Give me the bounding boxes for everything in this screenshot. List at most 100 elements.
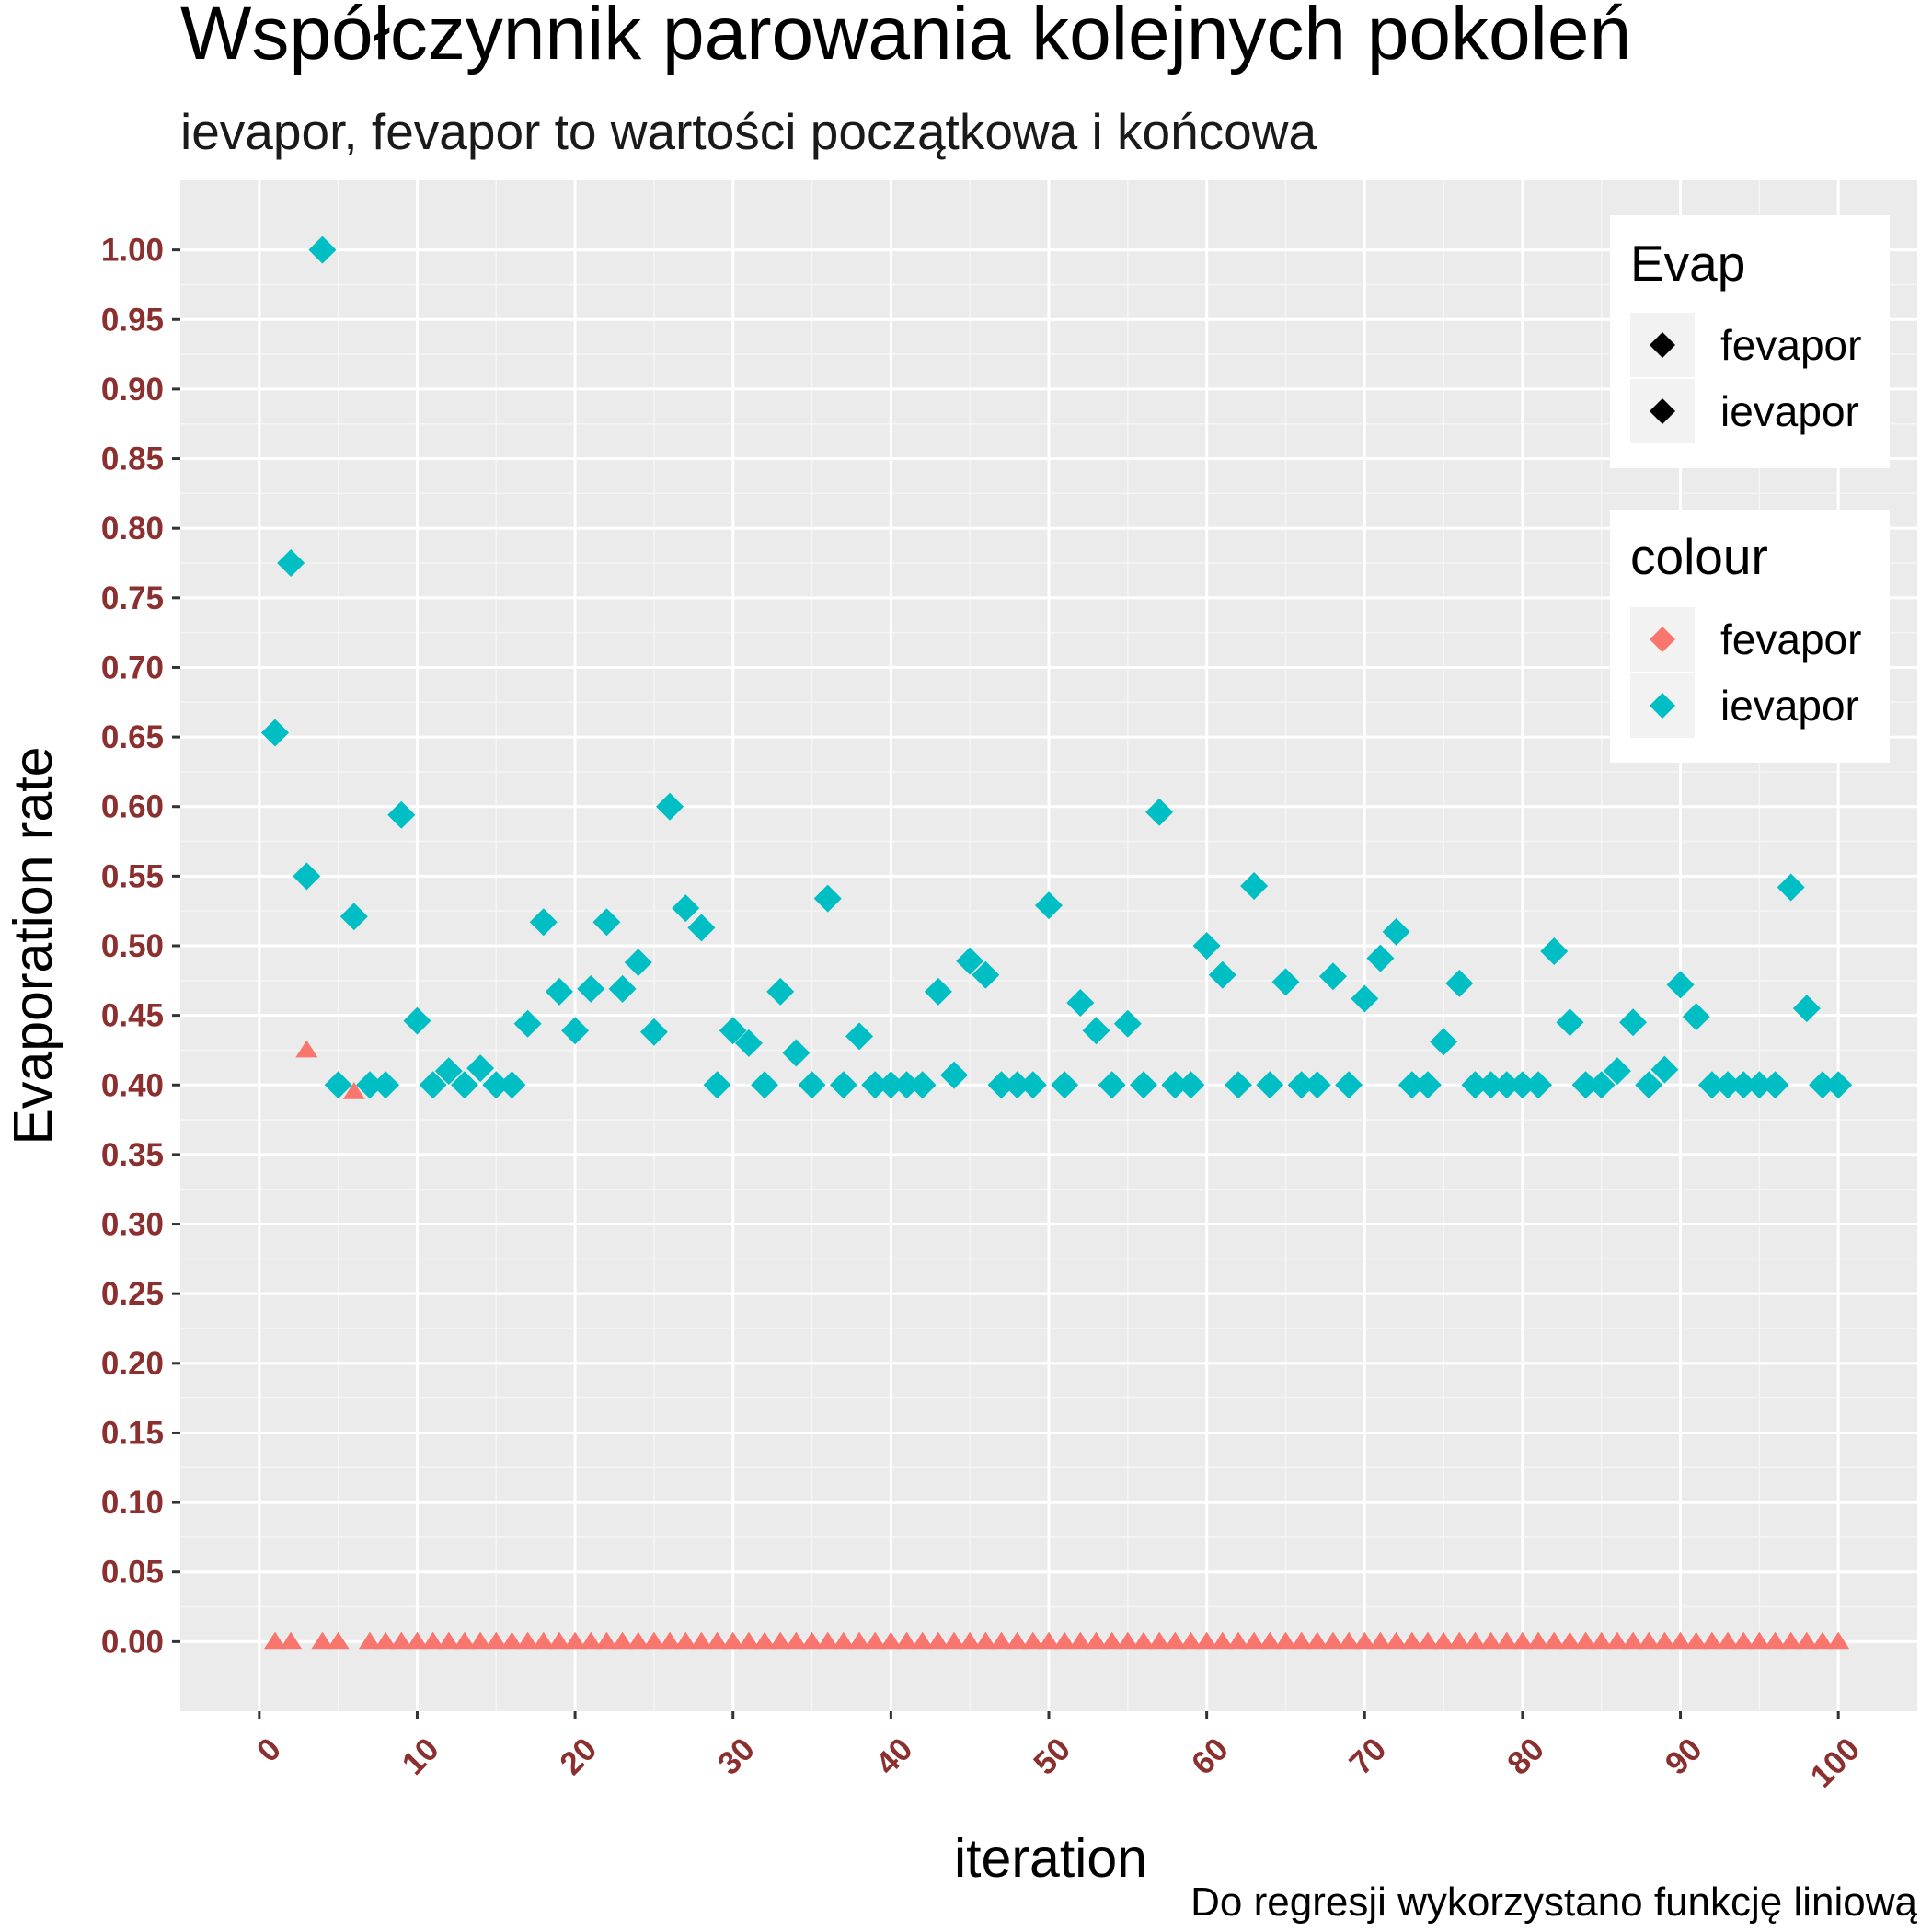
fevapor-point — [1259, 1631, 1282, 1650]
ievapor-point — [1303, 1071, 1331, 1099]
fevapor-point — [753, 1631, 776, 1650]
y-tick-label: 0.70 — [101, 650, 164, 685]
ievapor-point — [877, 1071, 905, 1099]
ievapor-point — [1208, 960, 1236, 989]
fevapor-point — [1622, 1631, 1645, 1650]
ievapor-point — [1366, 944, 1395, 972]
fevapor-point — [1353, 1631, 1376, 1650]
fevapor-point — [1605, 1631, 1628, 1650]
fevapor-point — [421, 1631, 444, 1650]
x-tick-label: 0 — [250, 1731, 288, 1769]
fevapor-point — [1779, 1631, 1802, 1650]
legend-colour-fevapor-key — [1650, 627, 1675, 652]
ievapor-point — [450, 1071, 478, 1099]
fevapor-point — [1590, 1631, 1613, 1650]
fevapor-point — [580, 1631, 603, 1650]
fevapor-point — [1558, 1631, 1581, 1650]
ievapor-point — [372, 1071, 400, 1099]
fevapor-point — [1574, 1631, 1597, 1650]
fevapor-point — [1827, 1631, 1850, 1650]
legend-evap-ievapor-label: ievapor — [1720, 387, 1859, 435]
ievapor-point — [1382, 917, 1410, 946]
chart-caption: Do regresji wykorzystano funkcję liniową — [1190, 1880, 1917, 1925]
y-tick-label: 0.85 — [101, 442, 164, 477]
y-tick-label: 0.90 — [101, 372, 164, 408]
fevapor-point — [1432, 1631, 1455, 1650]
ievapor-point — [1003, 1071, 1031, 1099]
y-tick-label: 0.60 — [101, 789, 164, 825]
legend-colour: colour fevapor ievapor — [1610, 510, 1890, 763]
ievapor-point — [1445, 969, 1474, 997]
ievapor-point — [861, 1071, 890, 1099]
fevapor-point — [911, 1631, 934, 1650]
ievapor-point — [387, 800, 416, 829]
fevapor-point — [1495, 1631, 1518, 1650]
fevapor-point — [1179, 1631, 1202, 1650]
fevapor-point — [500, 1631, 523, 1650]
fevapor-point — [1748, 1631, 1771, 1650]
ievapor-point — [592, 908, 621, 937]
ievapor-point — [956, 947, 984, 975]
fevapor-point — [880, 1631, 903, 1650]
chart-title: Współczynnik parowania kolejnych pokoleń — [180, 0, 1631, 75]
legend-colour-ievapor-key — [1650, 693, 1675, 719]
ievapor-point — [672, 894, 700, 923]
ievapor-point — [1413, 1071, 1442, 1099]
ievapor-point — [1524, 1071, 1553, 1099]
fevapor-point — [832, 1631, 855, 1650]
fevapor-point — [1148, 1631, 1171, 1650]
ievapor-point — [813, 884, 842, 913]
ievapor-point — [845, 1022, 874, 1051]
y-tick-label: 0.30 — [101, 1207, 164, 1243]
fevapor-point — [1164, 1631, 1187, 1650]
ievapor-point — [1224, 1071, 1252, 1099]
ievapor-point — [703, 1071, 731, 1099]
ievapor-point — [355, 1071, 384, 1099]
ievapor-point — [1098, 1071, 1126, 1099]
fevapor-point — [1448, 1631, 1471, 1650]
fevapor-point — [532, 1631, 555, 1650]
ievapor-point — [403, 1006, 431, 1035]
fevapor-point — [1038, 1631, 1060, 1650]
fevapor-point — [769, 1631, 792, 1650]
y-tick-label: 0.35 — [101, 1137, 164, 1173]
x-tick-label: 50 — [1027, 1731, 1077, 1782]
x-tick-label: 30 — [711, 1731, 762, 1782]
fevapor-point — [1274, 1631, 1297, 1650]
x-tick-label: 40 — [868, 1731, 919, 1782]
ievapor-point — [1397, 1071, 1426, 1099]
fevapor-point — [342, 1082, 365, 1099]
ievapor-point — [924, 977, 952, 1006]
fevapor-point — [1053, 1631, 1076, 1650]
ievapor-point — [434, 1057, 463, 1086]
y-axis-title: Evaporation rate — [3, 747, 63, 1145]
y-axis: 0.00 0.05 0.10 0.15 0.20 0.25 0.30 0.35 0.40 0.45… — [101, 233, 180, 1660]
legend-colour-ievapor-label: ievapor — [1720, 682, 1859, 730]
y-tick-label: 0.25 — [101, 1276, 164, 1312]
fevapor-point — [674, 1631, 697, 1650]
ievapor-point — [972, 960, 1000, 989]
ievapor-point — [1777, 873, 1805, 902]
fevapor-point — [974, 1631, 997, 1650]
ievapor-point — [1145, 798, 1174, 826]
legend-colour-title: colour — [1630, 528, 1768, 585]
ievapor-point — [1271, 968, 1300, 996]
fevapor-point — [263, 1631, 286, 1650]
legend-evap-ievapor-key — [1650, 398, 1675, 424]
fevapor-point — [737, 1631, 760, 1650]
ievapor-point — [1161, 1071, 1190, 1099]
fevapor-point — [374, 1631, 397, 1650]
ievapor-point — [751, 1071, 779, 1099]
ievapor-point — [1540, 937, 1569, 966]
fevapor-point — [1653, 1631, 1676, 1650]
fevapor-point — [926, 1631, 949, 1650]
legend-evap-title: Evap — [1630, 235, 1745, 292]
fevapor-point — [848, 1631, 871, 1650]
ievapor-point — [892, 1071, 921, 1099]
ievapor-point — [639, 1018, 668, 1046]
ievapor-point — [1461, 1071, 1489, 1099]
fevapor-point — [564, 1631, 587, 1650]
ievapor-point — [1587, 1071, 1616, 1099]
fevapor-point — [1290, 1631, 1313, 1650]
legend-evap-fevapor-label: fevapor — [1720, 321, 1861, 369]
